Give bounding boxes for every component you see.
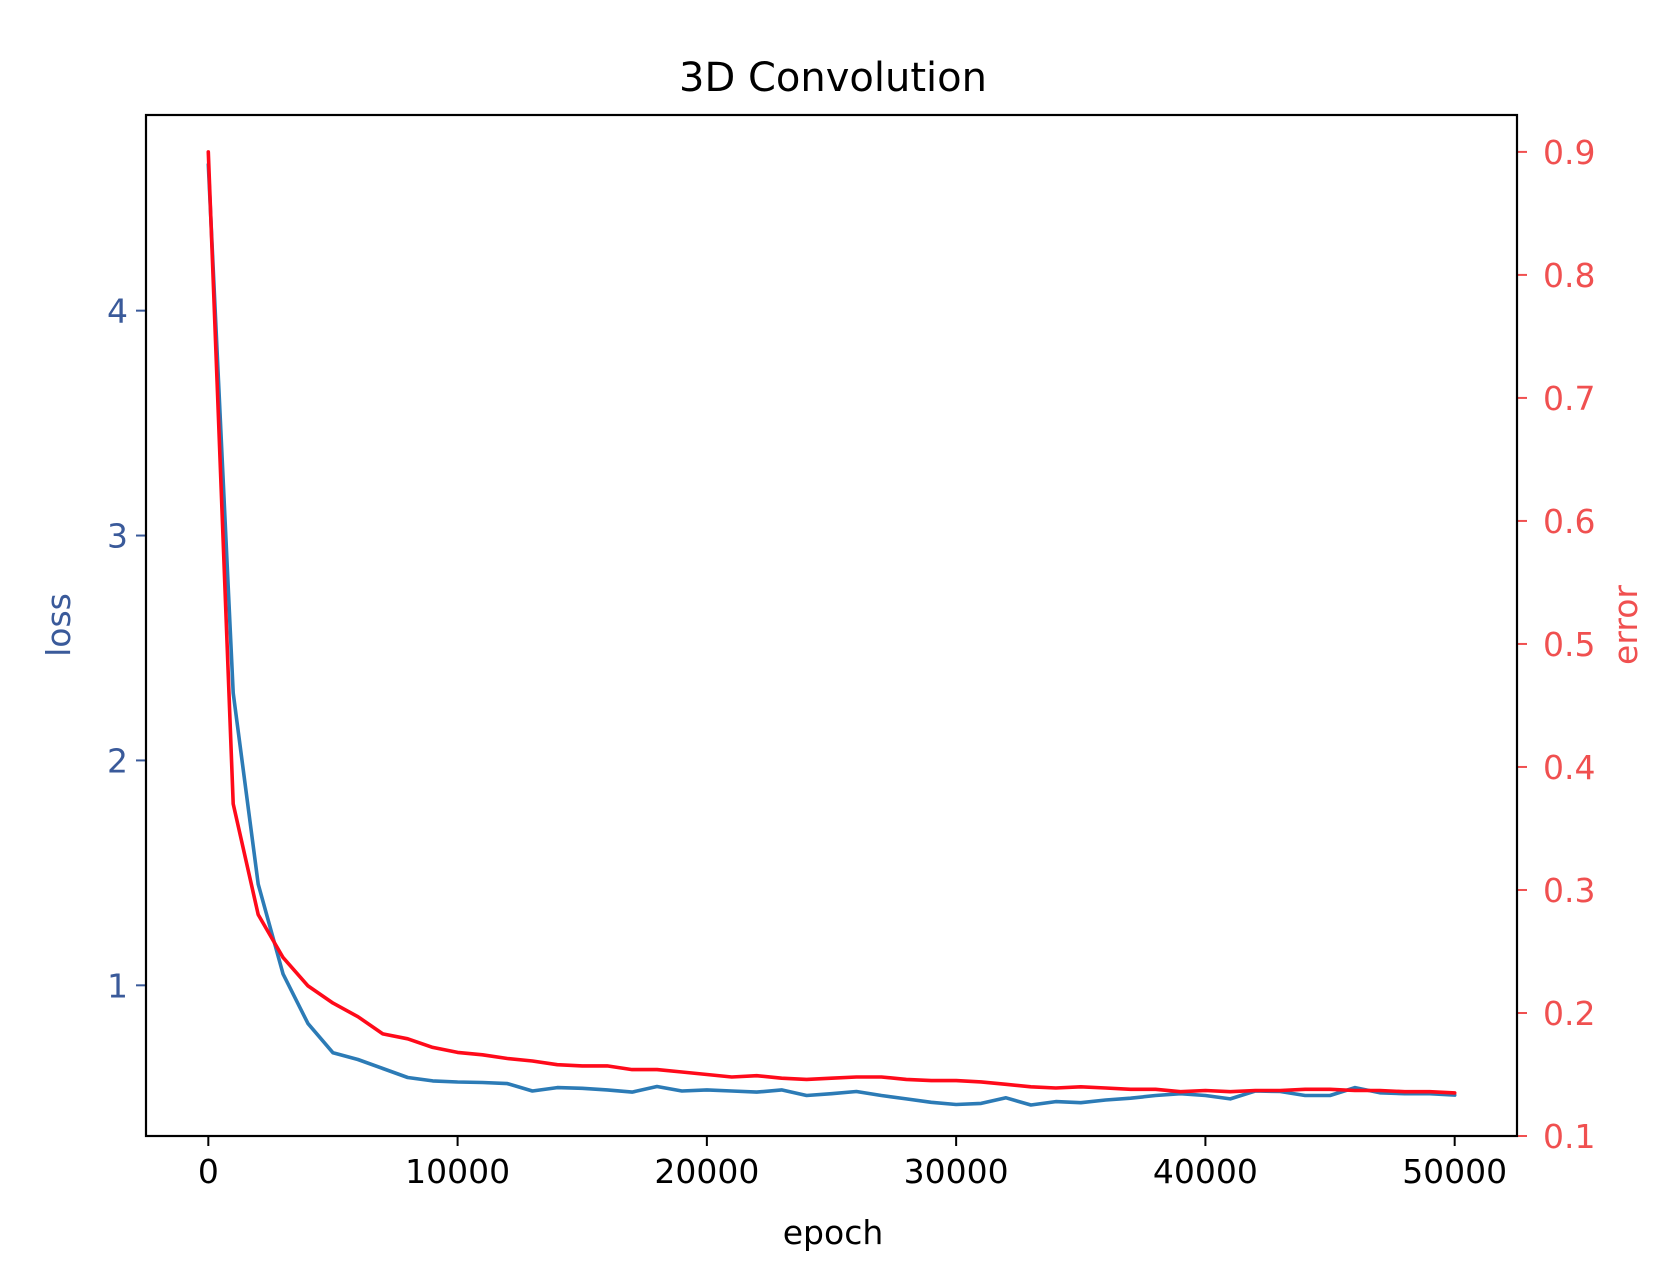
chart-title: 3D Convolution [679, 55, 987, 101]
x-axis-label: epoch [783, 1213, 884, 1252]
plot-frame [144, 113, 1519, 1138]
y-right-tick-label: 0.1 [1543, 1117, 1595, 1156]
y-axis-left-label: loss [39, 593, 78, 657]
x-tick-label: 50000 [1402, 1152, 1507, 1191]
loss-series-line [206, 162, 1457, 1107]
x-tick-label: 20000 [654, 1152, 759, 1191]
y-right-tick-label: 0.3 [1543, 871, 1595, 910]
y-right-tick-label: 0.7 [1543, 379, 1595, 418]
y-left-tick-label: 1 [107, 966, 128, 1005]
x-tick-label: 40000 [1153, 1152, 1258, 1191]
y-right-tick-label: 0.5 [1543, 625, 1595, 664]
y-right-tick-label: 0.6 [1543, 502, 1595, 541]
y-right-tick-label: 0.2 [1543, 994, 1595, 1033]
y-right-tick-label: 0.9 [1543, 133, 1595, 172]
y-left-tick-label: 2 [107, 741, 128, 780]
axes-layer: 0 10000 20000 30000 40000 50000 1 2 3 4 0.1 0.2 0.3 0… [107, 133, 1595, 1191]
error-series-line [206, 150, 1457, 1095]
series-layer [206, 150, 1457, 1107]
x-tick-label: 0 [198, 1152, 219, 1191]
x-tick-label: 30000 [904, 1152, 1009, 1191]
y-left-tick-label: 4 [107, 292, 128, 331]
y-axis-right-label: error [1606, 585, 1645, 665]
y-right-tick-label: 0.8 [1543, 256, 1595, 295]
y-right-tick-label: 0.4 [1543, 748, 1595, 787]
x-tick-label: 10000 [405, 1152, 510, 1191]
y-left-tick-label: 3 [107, 517, 128, 556]
